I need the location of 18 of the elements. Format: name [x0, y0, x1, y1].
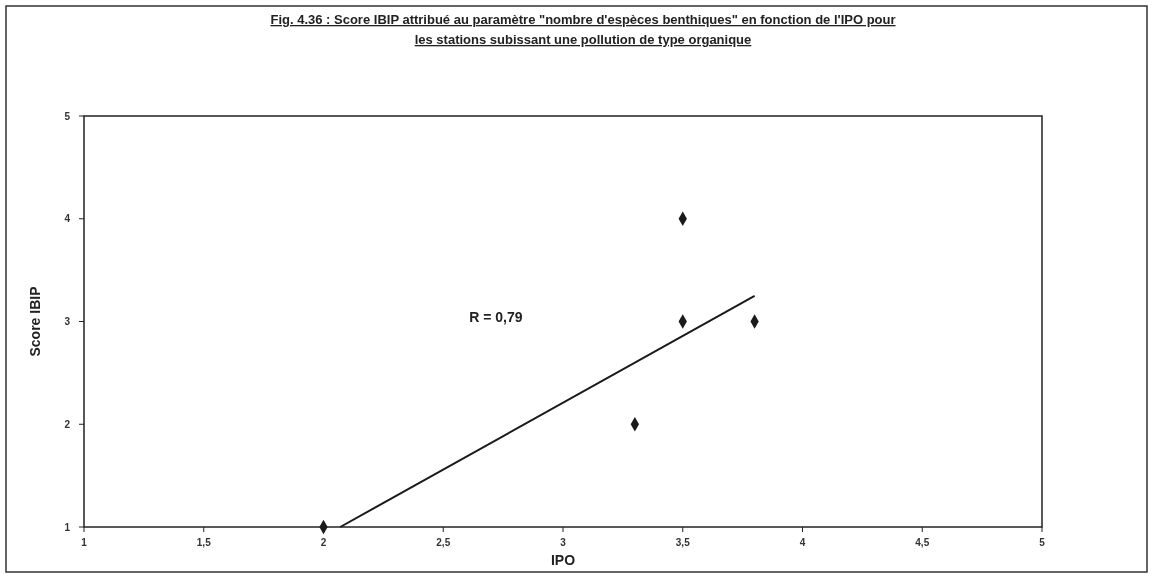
- x-tick-label: 4,5: [915, 537, 930, 548]
- x-tick-label: 4: [799, 537, 806, 548]
- x-tick-label: 2: [320, 537, 327, 548]
- y-tick-label: 4: [64, 213, 71, 225]
- y-tick-label: 3: [64, 316, 71, 327]
- annotation: R = 0,79: [469, 308, 523, 325]
- x-tick-label: 5: [1039, 537, 1046, 548]
- x-tick-label: 3: [560, 537, 567, 548]
- x-axis-title: IPO: [550, 552, 576, 568]
- y-axis-title: Score IBIP: [27, 286, 43, 357]
- x-tick-label: 1,5: [196, 537, 212, 548]
- y-tick-label: 5: [64, 110, 71, 122]
- x-tick-label: 1: [81, 537, 88, 548]
- chart-title: Fig. 4.36 : Score IBIP attribué au paramètre "nombre d'espèces benthiques" en fonction de l'IPO pour les stations subissant une pollution de type organique: [270, 12, 896, 47]
- y-tick-label: 1: [64, 521, 71, 533]
- x-tick-label: 2,5: [436, 537, 451, 548]
- x-tick-label: 3,5: [675, 537, 691, 548]
- y-tick-label: 2: [64, 418, 71, 430]
